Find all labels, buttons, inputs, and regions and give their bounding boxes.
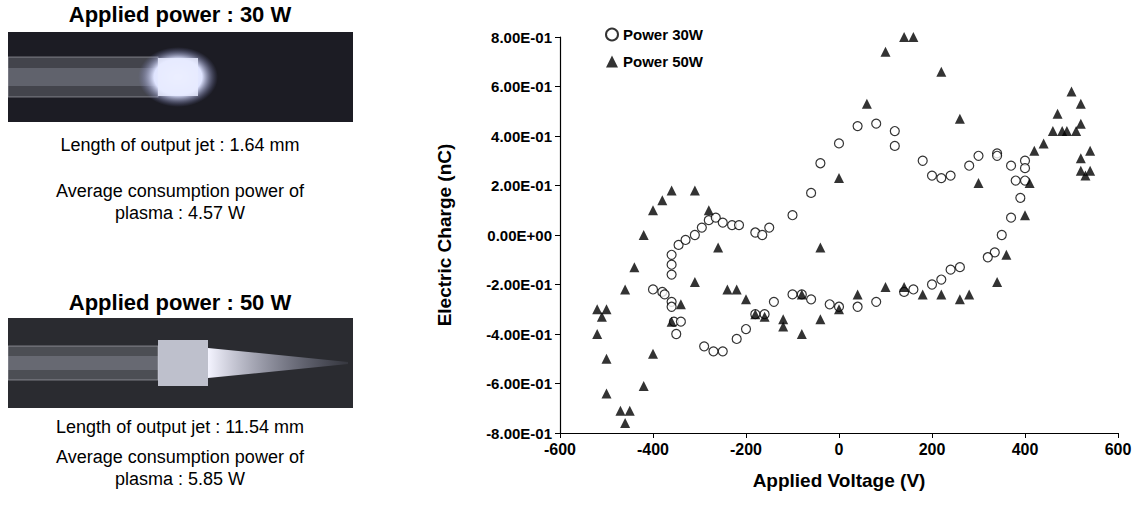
svg-text:8.00E-01: 8.00E-01 — [491, 29, 552, 46]
svg-text:0.00E+00: 0.00E+00 — [487, 227, 552, 244]
html-text:Applied power : 30 W: Applied power : 30 W — [68, 2, 292, 27]
html-text:Average consumption power of p: Average consumption power of plasma : 4.… — [56, 181, 304, 223]
svg-text:Applied Voltage (V): Applied Voltage (V) — [753, 470, 926, 491]
svg-text:4.00E-01: 4.00E-01 — [491, 128, 552, 145]
svg-text:-600: -600 — [544, 441, 576, 458]
svg-text:0: 0 — [835, 441, 844, 458]
svg-text:-4.00E-01: -4.00E-01 — [486, 326, 552, 343]
svg-text:-8.00E-01: -8.00E-01 — [486, 425, 552, 442]
svg-text:Electric Charge (nC): Electric Charge (nC) — [434, 144, 455, 327]
svg-text:Power 50W: Power 50W — [623, 53, 704, 70]
svg-text:-6.00E-01: -6.00E-01 — [486, 375, 552, 392]
html-text:Applied power : 50 W: Applied power : 50 W — [68, 290, 292, 315]
html-text:Length of output jet : 11.54 m: Length of output jet : 11.54 mm — [56, 417, 304, 437]
svg-text:2.00E-01: 2.00E-01 — [491, 177, 552, 194]
svg-text:Power 30W: Power 30W — [623, 26, 704, 43]
svg-text:-200: -200 — [730, 441, 762, 458]
svg-text:600: 600 — [1105, 441, 1132, 458]
svg-text:200: 200 — [919, 441, 946, 458]
svg-text:-2.00E-01: -2.00E-01 — [486, 276, 552, 293]
svg-text:6.00E-01: 6.00E-01 — [491, 78, 552, 95]
html-text:Average consumption power of p: Average consumption power of plasma : 5.… — [56, 447, 304, 489]
svg-text:400: 400 — [1012, 441, 1039, 458]
html-text:Length of output jet : 1.64 mm: Length of output jet : 1.64 mm — [60, 135, 300, 155]
svg-text:-400: -400 — [637, 441, 669, 458]
